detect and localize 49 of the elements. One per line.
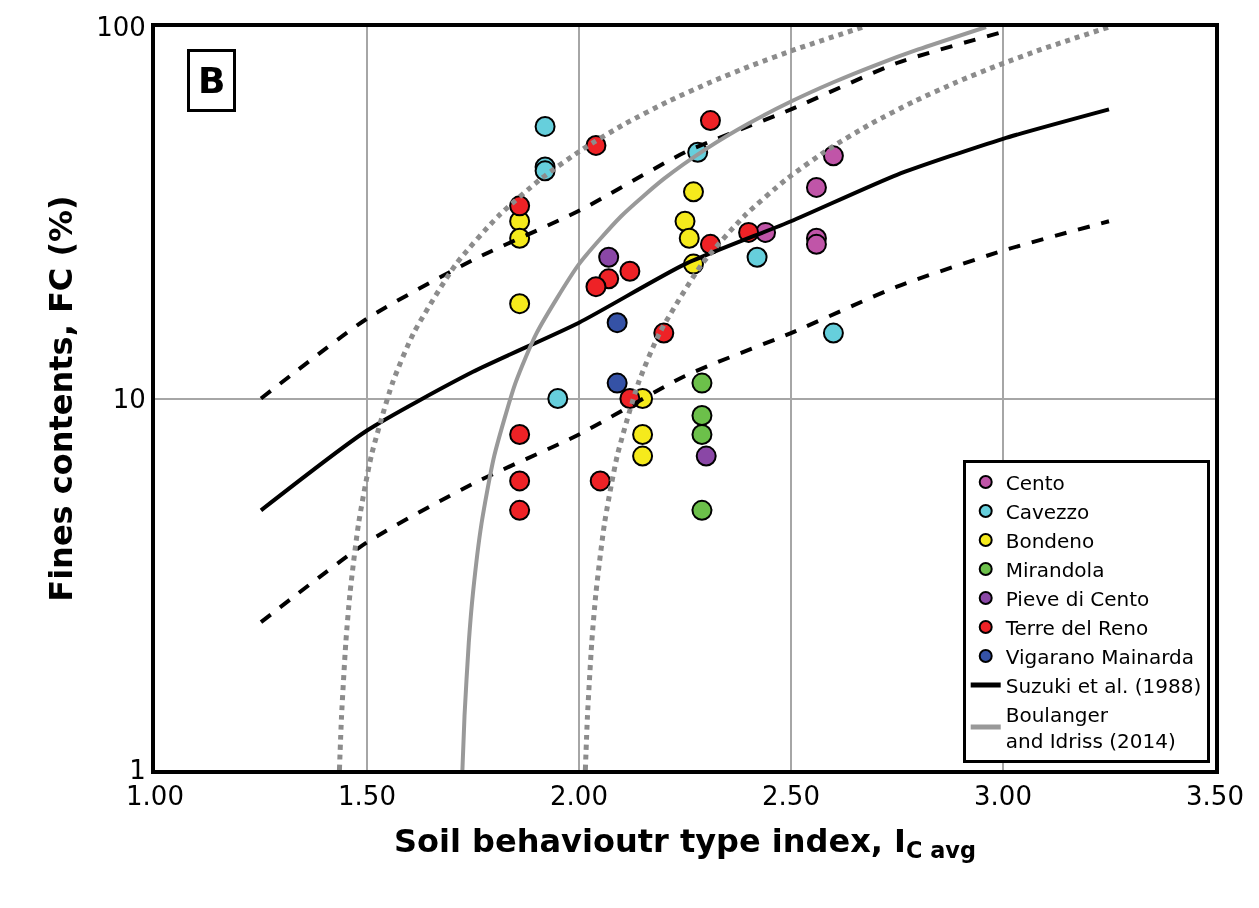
- x-axis-title: Soil behavioutr type index, I$_{C avg}$: [394, 821, 976, 864]
- legend-label: Terre del Reno: [1004, 615, 1149, 640]
- point: [674, 210, 696, 232]
- point: [509, 470, 531, 492]
- legend-label: Mirandola: [1005, 557, 1105, 582]
- line-series: [460, 27, 989, 770]
- legend-label: Vigarano Mainarda: [1005, 644, 1195, 669]
- point: [805, 233, 827, 255]
- annotation: B: [198, 60, 226, 101]
- point: [699, 110, 721, 132]
- point: [632, 424, 654, 445]
- x-tick-label: 2.00: [550, 781, 608, 812]
- point: [509, 227, 531, 249]
- point: [619, 260, 641, 282]
- point: [606, 372, 628, 394]
- legend-label: Cavezzo: [1005, 499, 1090, 524]
- point: [695, 445, 717, 467]
- point: [509, 293, 531, 315]
- x-tick-label: 3.00: [974, 781, 1032, 812]
- point: [509, 499, 531, 521]
- point: [589, 470, 611, 492]
- legend-label: Cento: [1005, 470, 1065, 495]
- y-tick-label: 10: [112, 383, 146, 414]
- point: [822, 145, 844, 167]
- y-axis-title: Fines contents, FC (%): [41, 195, 80, 602]
- y-tick-label: 100: [96, 12, 146, 43]
- point: [547, 388, 569, 409]
- point: [822, 322, 844, 344]
- point: [606, 312, 628, 334]
- point: [509, 424, 531, 445]
- point: [746, 246, 768, 268]
- legend-label: Suzuki et al. (1988): [1005, 673, 1202, 698]
- point: [678, 227, 700, 249]
- point: [691, 424, 713, 445]
- point: [691, 405, 713, 426]
- point: [691, 499, 713, 521]
- point: [598, 246, 620, 268]
- point: [682, 181, 704, 203]
- legend-label: Bondeno: [1005, 528, 1095, 553]
- point: [632, 445, 654, 467]
- legend-label: Boulanger and Idriss (2014): [1005, 702, 1176, 753]
- point: [805, 176, 827, 198]
- legend-label: Pieve di Cento: [1005, 586, 1150, 611]
- point: [691, 372, 713, 394]
- x-tick-label: 2.50: [762, 781, 820, 812]
- x-tick-label: 3.50: [1186, 781, 1244, 812]
- point: [534, 115, 556, 137]
- x-tick-label: 1.50: [338, 781, 396, 812]
- point: [585, 276, 607, 298]
